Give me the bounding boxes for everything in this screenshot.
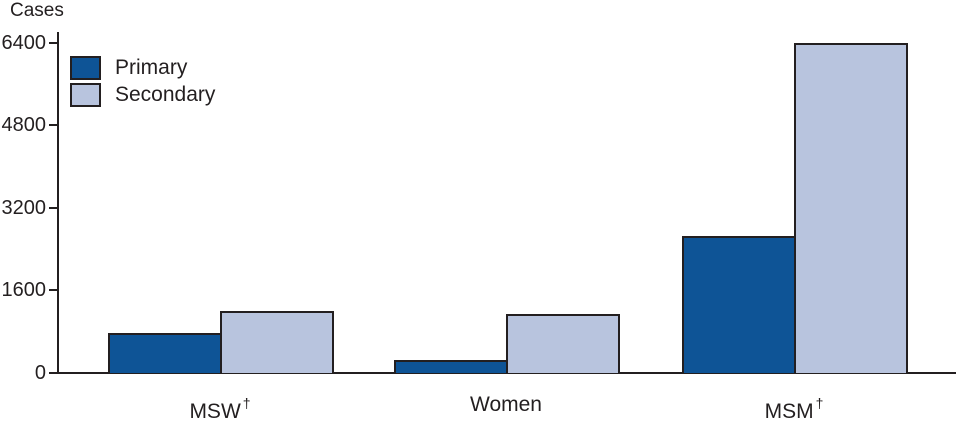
bar-primary-msm (682, 235, 796, 373)
y-tick-label: 4800 (1, 114, 47, 137)
x-axis-line (57, 372, 956, 374)
y-tick-label: 1600 (1, 279, 47, 302)
y-tick-mark (49, 41, 57, 44)
y-axis-title: Cases (10, 0, 64, 21)
chart-legend: Primary Secondary (70, 56, 215, 110)
bar-secondary-msw (220, 311, 334, 373)
y-axis-line (57, 32, 59, 374)
dagger-footnote-mark: † (242, 395, 251, 411)
y-tick-mark (49, 206, 57, 209)
category-label-text: Women (470, 393, 542, 416)
bar-primary-women (394, 359, 508, 373)
bar-primary-msw (108, 332, 222, 373)
y-tick-label: 0 (34, 362, 46, 384)
legend-item-secondary: Secondary (70, 83, 215, 107)
legend-swatch-primary (70, 56, 101, 80)
y-tick-label: 3200 (1, 196, 47, 219)
legend-swatch-secondary (70, 83, 101, 107)
legend-label-secondary: Secondary (115, 83, 216, 106)
bar-secondary-women (506, 313, 620, 373)
legend-label-primary: Primary (115, 56, 188, 79)
y-tick-mark (49, 372, 57, 374)
category-label-text: MSW (189, 400, 241, 422)
bar-secondary-msm (794, 42, 908, 373)
dagger-footnote-mark: † (815, 395, 824, 411)
x-axis-label-msm: MSM † (714, 392, 874, 422)
y-tick-mark (49, 289, 57, 292)
legend-item-primary: Primary (70, 56, 215, 80)
x-axis-label-msw: MSW † (140, 392, 300, 422)
y-tick-label: 6400 (1, 31, 47, 54)
x-axis-label-women: Women (426, 392, 586, 418)
category-label-text: MSM (764, 400, 814, 422)
y-tick-mark (49, 124, 57, 127)
